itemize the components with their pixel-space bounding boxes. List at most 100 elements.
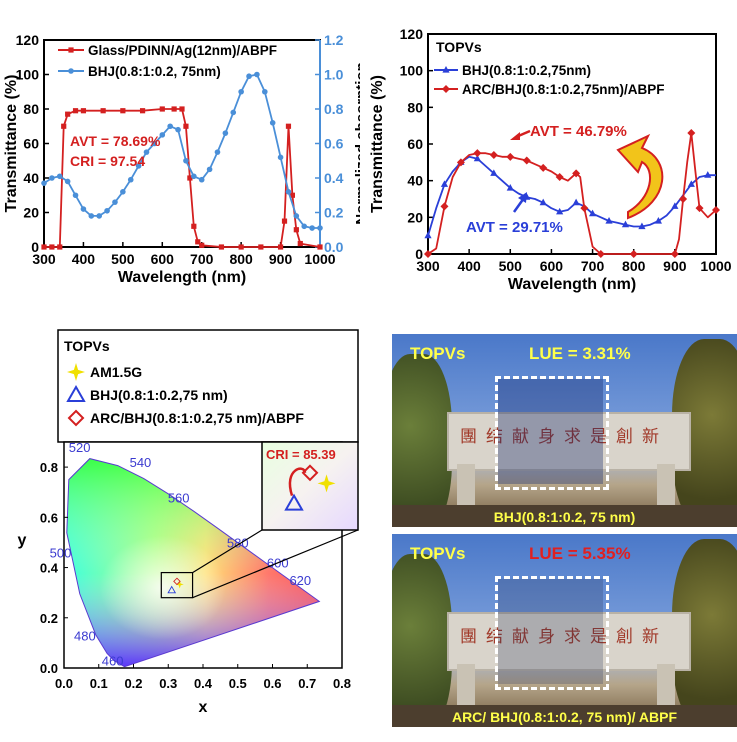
y-axis-title: Transmittance (%) — [369, 75, 386, 213]
data-point — [56, 173, 63, 180]
data-point — [424, 250, 432, 258]
device-window — [498, 379, 603, 484]
wavelength-label: 560 — [168, 490, 190, 505]
photo-bottom-title: TOPVs — [410, 544, 466, 563]
data-point — [679, 195, 688, 203]
data-point — [64, 178, 71, 185]
y-tick-label: 0 — [31, 239, 39, 255]
data-point — [621, 220, 630, 228]
data-point — [100, 108, 106, 114]
legend-title: TOPVs — [64, 338, 110, 354]
data-point — [277, 244, 284, 250]
x-tick-label: 0.2 — [124, 676, 142, 691]
data-point — [80, 206, 87, 212]
data-point — [555, 173, 564, 181]
zoom-line — [192, 529, 359, 599]
data-point — [301, 223, 308, 230]
wavelength-label: 500 — [50, 546, 72, 561]
data-point — [175, 126, 181, 133]
y2-axis-title: Normalized absorption — [353, 62, 360, 225]
ground — [392, 505, 737, 527]
y2-tick-label: 1.0 — [324, 67, 344, 83]
data-point — [490, 169, 498, 176]
data-point — [269, 120, 276, 126]
data-point — [605, 217, 613, 224]
y-tick-label: 0.0 — [40, 661, 58, 676]
improvement-arrow — [616, 133, 664, 220]
photo-bottom-lue: LUE = 5.35% — [529, 544, 631, 563]
data-point — [230, 109, 237, 116]
data-point — [489, 151, 498, 159]
device-window — [498, 579, 603, 684]
y-tick-label: 0.8 — [40, 460, 58, 475]
data-point — [218, 244, 225, 250]
data-point — [49, 175, 55, 181]
y-tick-label: 80 — [23, 101, 39, 117]
data-point — [61, 123, 67, 129]
data-point — [139, 108, 146, 114]
data-point — [281, 218, 288, 224]
wavelength-label: 580 — [227, 535, 249, 550]
legend-label: BHJ(0.8:1:0.2,75 nm) — [90, 387, 228, 403]
wavelength-label: 480 — [74, 628, 96, 643]
photo-top: 團结献身求是創新 TOPVs LUE = 3.31% BHJ(0.8:1:0.2… — [392, 334, 737, 527]
arrow-red-head — [510, 132, 520, 140]
annotation-avt-bhj: AVT = 29.71% — [466, 219, 563, 236]
legend-label: BHJ(0.8:1:0.2,75nm) — [462, 63, 591, 78]
zoom-line — [192, 529, 263, 574]
data-point — [191, 223, 197, 229]
data-point — [238, 88, 244, 95]
inset-cri: CRI = 85.39 — [266, 447, 336, 462]
x-tick-label: 1000 — [700, 258, 731, 274]
data-point — [199, 242, 205, 248]
data-point — [522, 156, 531, 165]
data-point — [687, 180, 695, 187]
data-point — [80, 108, 87, 114]
data-point — [309, 225, 315, 231]
x-tick-label: 0.6 — [263, 676, 281, 691]
x-axis-title: Wavelength (nm) — [508, 276, 636, 293]
data-point — [41, 180, 47, 186]
cie-chromaticity-chart: TOPVs AM1.5G BHJ(0.8:1:0.2,75 nm) ARC/BHJ(0… — [0, 320, 370, 737]
data-point — [262, 88, 268, 95]
chart-2-svg: 300 400 500 600 700 800 900 1000 0 20 40 60 80 100 120… — [369, 26, 732, 293]
data-point — [424, 231, 432, 239]
wavelength-label: 540 — [130, 455, 152, 470]
wavelength-label: 460 — [102, 653, 124, 668]
data-point — [638, 222, 646, 230]
data-point — [112, 199, 118, 205]
data-point — [588, 209, 597, 217]
data-point — [596, 250, 605, 258]
data-point — [297, 240, 303, 247]
tree-left — [392, 354, 452, 527]
annotation-cri: CRI = 97.54 — [70, 153, 145, 169]
data-point — [539, 198, 547, 206]
transmittance-absorption-chart: 300 400 500 600 700 800 900 1000 0 20 40 60 80 100 120… — [0, 0, 370, 300]
data-point — [120, 189, 126, 195]
series-0 — [424, 154, 716, 239]
legend-title: TOPVs — [436, 39, 482, 55]
legend-frame — [57, 329, 359, 443]
data-point — [670, 250, 679, 258]
gate-sign: 團结献身求是創新 — [460, 627, 668, 647]
data-point — [289, 192, 295, 198]
topv-transmittance-chart: 300 400 500 600 700 800 900 1000 0 20 40 60 80 100 120… — [366, 12, 737, 300]
data-point — [572, 198, 580, 206]
legend: Glass/PDINN/Ag(12nm)/ABPF BHJ(0.8:1:0.2, … — [58, 43, 277, 79]
zoom-box — [160, 571, 194, 599]
x-axis-title: x — [199, 699, 208, 716]
data-point — [159, 106, 165, 112]
y-tick-label: 0.6 — [40, 510, 58, 525]
data-point — [214, 149, 221, 155]
y2-tick-label: 0.6 — [324, 136, 344, 152]
x-tick-label: 700 — [190, 251, 214, 267]
photo-bottom-caption: ARC/ BHJ(0.8:1:0.2, 75 nm)/ ABPF — [451, 709, 678, 725]
y-tick-label: 0 — [415, 246, 423, 262]
x-tick-label: 0.4 — [194, 676, 213, 691]
wavelength-label: 620 — [289, 573, 311, 588]
data-point — [293, 213, 300, 219]
data-point-main — [167, 585, 177, 594]
x-tick-label: 300 — [416, 258, 440, 274]
data-point — [258, 244, 264, 250]
data-point-main — [173, 577, 181, 586]
